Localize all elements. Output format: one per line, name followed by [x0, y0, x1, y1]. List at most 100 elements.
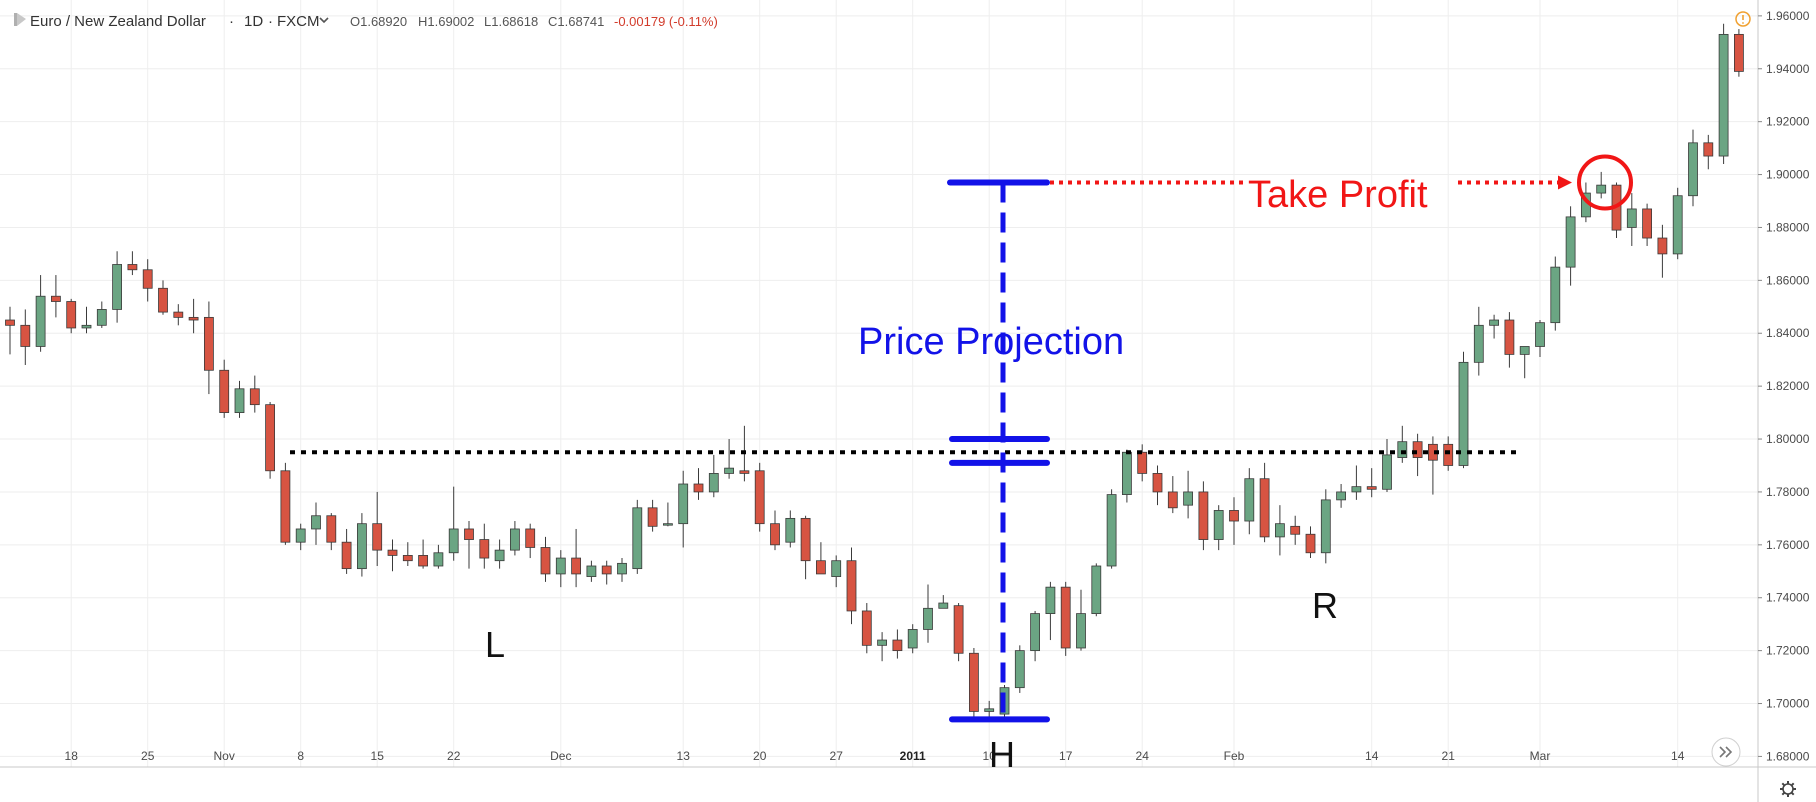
candle-body: [1688, 142, 1698, 197]
candle: [663, 502, 673, 527]
price-tick-label: 1.88000: [1766, 220, 1810, 234]
candle: [1734, 29, 1744, 77]
candle-body: [907, 629, 918, 649]
header-separator-2: ·: [268, 13, 273, 30]
candle-body: [1535, 322, 1545, 347]
candle-body: [1320, 499, 1331, 554]
candle: [938, 595, 949, 609]
candle: [234, 380, 245, 418]
high-value: H1.69002: [418, 14, 474, 29]
price-axis[interactable]: 1.68000 1.70000 1.72000 1.74000 1.76000 1.780…: [1758, 9, 1810, 764]
candle: [678, 470, 689, 548]
candle-body: [785, 517, 796, 543]
candle-body: [356, 523, 367, 570]
candle-body: [1504, 319, 1515, 355]
candle: [142, 259, 153, 302]
date-tick-label: 15: [371, 749, 385, 763]
candle-body: [1213, 510, 1224, 540]
candle: [800, 515, 811, 580]
candle: [1703, 134, 1714, 170]
candle: [418, 539, 429, 569]
take-profit-circle: [1577, 154, 1633, 211]
price-tick-label: 1.90000: [1766, 168, 1810, 182]
date-tick-label: 18: [65, 749, 79, 763]
candle: [1198, 481, 1209, 551]
candle-body: [816, 560, 826, 575]
time-axis[interactable]: 18 25 Nov 8 15 22 Dec 13 20 27 2011 10 17 24 Feb 14 21 Ma…: [65, 749, 1685, 763]
candle: [1106, 489, 1117, 569]
candle-body: [96, 309, 107, 326]
candle: [1489, 314, 1499, 339]
candle: [1535, 320, 1545, 358]
left-shoulder-label: L: [485, 624, 505, 665]
candle-body: [586, 565, 597, 577]
candle-body: [969, 652, 979, 712]
candle: [1045, 581, 1056, 641]
interval-label[interactable]: 1D: [244, 13, 263, 30]
candle-body: [1336, 491, 1346, 501]
date-tick-label: Mar: [1530, 749, 1551, 763]
take-profit-label: Take Profit: [1248, 174, 1428, 216]
candle: [1244, 468, 1255, 535]
candle: [372, 491, 383, 566]
exchange-label[interactable]: FXCM: [277, 13, 320, 30]
candle: [356, 513, 367, 577]
candle: [540, 536, 551, 582]
candle: [127, 251, 138, 276]
candle-body: [1275, 523, 1285, 538]
candle-body: [1397, 441, 1408, 458]
candle: [816, 542, 826, 575]
candle-body: [1290, 525, 1301, 535]
candle: [647, 499, 658, 532]
chevron-down-icon[interactable]: [319, 17, 329, 24]
candle-body: [938, 602, 949, 609]
price-tick-label: 1.86000: [1766, 273, 1810, 287]
price-tick-label: 1.94000: [1766, 62, 1810, 76]
candle-body: [770, 523, 780, 546]
head-label: H: [989, 734, 1015, 775]
flag-icon[interactable]: [14, 13, 26, 26]
header-separator: ·: [229, 13, 234, 30]
price-tick-label: 1.82000: [1766, 379, 1810, 393]
candle: [1382, 439, 1392, 492]
candle-body: [1626, 208, 1637, 228]
low-value: L1.68618: [484, 14, 538, 29]
candle-body: [81, 324, 92, 329]
open-value: O1.68920: [350, 14, 407, 29]
candle-body: [1198, 491, 1209, 540]
candle: [586, 560, 597, 582]
candle-body: [1076, 613, 1086, 649]
candle-body: [1443, 443, 1454, 466]
warning-icon[interactable]: [1735, 11, 1751, 27]
take-profit-arrowhead: [1558, 175, 1572, 190]
candle: [249, 375, 260, 413]
candle-body: [5, 319, 15, 326]
candle-body: [20, 324, 31, 347]
candle-body: [219, 369, 230, 413]
candle: [1688, 129, 1698, 207]
candle: [66, 298, 77, 334]
candle-body: [418, 555, 429, 567]
symbol-name[interactable]: Euro / New Zealand Dollar: [30, 13, 206, 30]
candle-body: [1489, 319, 1499, 326]
candle: [1351, 465, 1362, 500]
candle-body: [402, 555, 413, 562]
candle: [1320, 489, 1331, 564]
candle: [1091, 563, 1102, 617]
candle: [555, 550, 566, 588]
candle: [35, 275, 46, 352]
candle: [1519, 346, 1530, 379]
candle: [1014, 645, 1025, 693]
price-tick-label: 1.80000: [1766, 432, 1810, 446]
price-tick-label: 1.96000: [1766, 9, 1810, 23]
gear-icon[interactable]: [1780, 781, 1796, 797]
candle-body: [1045, 586, 1056, 615]
right-shoulder-label: R: [1312, 585, 1338, 626]
candle: [158, 280, 168, 315]
candle-body: [693, 483, 704, 493]
candle-body: [1152, 473, 1163, 493]
double-chevron-right-icon[interactable]: [1711, 737, 1741, 767]
candle-body: [158, 287, 168, 313]
candle: [770, 510, 780, 551]
